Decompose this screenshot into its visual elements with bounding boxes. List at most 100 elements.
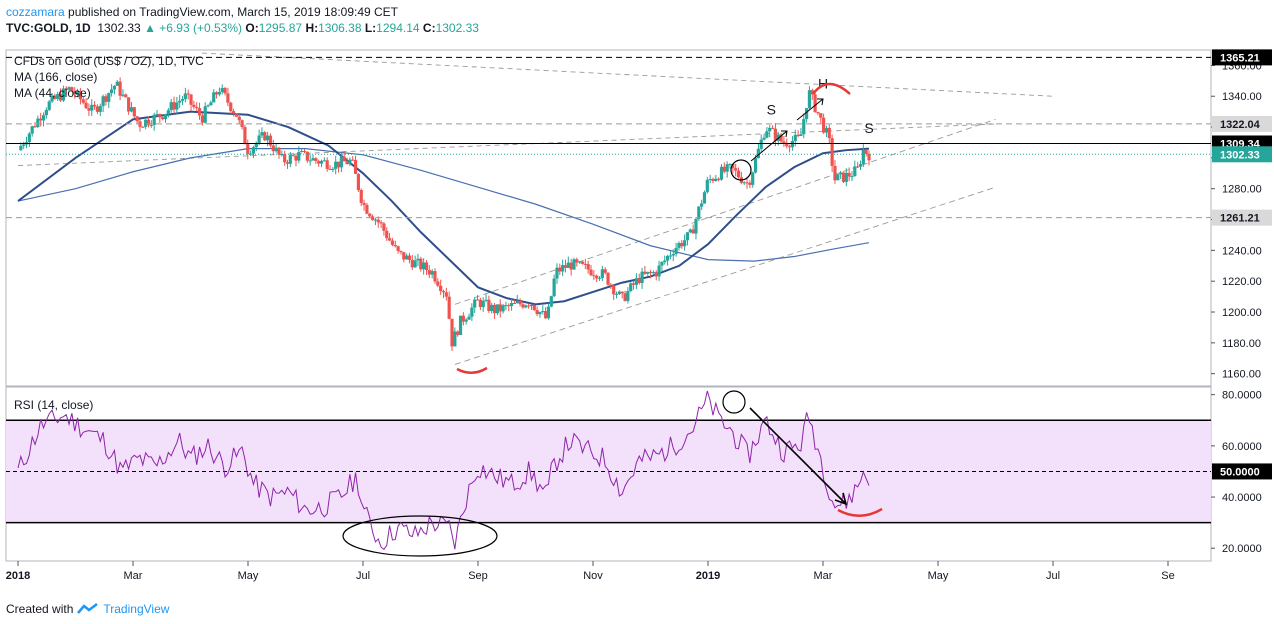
published-text: published on TradingView.com, March 15, … xyxy=(68,5,399,19)
candle-body xyxy=(603,269,607,273)
candle-body xyxy=(237,116,241,121)
candle-body xyxy=(785,143,789,147)
candle-body xyxy=(81,99,85,103)
candle-body xyxy=(334,161,338,169)
candle-body xyxy=(129,107,134,112)
candle-body xyxy=(144,119,148,127)
candle-body xyxy=(101,96,105,107)
candle-body xyxy=(107,93,111,102)
candle-body xyxy=(541,311,545,313)
candle-body xyxy=(827,127,831,139)
candle-body xyxy=(861,149,865,165)
time-axis-label: May xyxy=(238,570,259,582)
candle-body xyxy=(285,162,290,164)
candle-body xyxy=(538,312,542,315)
candle-body xyxy=(112,85,117,90)
candle-body xyxy=(419,258,423,270)
tradingview-link[interactable]: TradingView xyxy=(103,602,170,616)
candle-body xyxy=(657,265,661,277)
candle-body xyxy=(141,126,145,128)
candle-body xyxy=(121,94,125,96)
candle-body xyxy=(722,166,726,172)
candle-body xyxy=(597,277,602,279)
candle-body xyxy=(509,303,514,307)
candle-body xyxy=(841,172,846,182)
candle-body xyxy=(36,118,40,127)
price-axis-label: 1200.00 xyxy=(1222,307,1262,319)
candle-body xyxy=(561,265,565,272)
candle-body xyxy=(266,135,270,141)
candle-body xyxy=(819,113,823,118)
candle-body xyxy=(623,293,627,301)
candle-body xyxy=(753,158,758,173)
candle-body xyxy=(524,305,528,308)
candle-body xyxy=(203,106,207,123)
candle-body xyxy=(770,127,775,129)
candle-body xyxy=(773,128,777,141)
pattern-label: S xyxy=(864,120,873,136)
candle-body xyxy=(458,315,463,335)
open-label: O: xyxy=(245,21,259,35)
author-link[interactable]: cozzamara xyxy=(6,5,65,19)
candle-body xyxy=(614,294,619,296)
candle-body xyxy=(300,151,304,153)
price-axis-label: 1280.00 xyxy=(1222,184,1262,196)
candle-body xyxy=(405,255,409,260)
candle-body xyxy=(705,179,709,193)
candle-body xyxy=(385,230,389,239)
candle-body xyxy=(95,106,100,112)
candle-body xyxy=(58,94,63,101)
candle-body xyxy=(234,113,239,117)
candle-body xyxy=(626,291,630,301)
candle-body xyxy=(677,242,681,248)
candle-body xyxy=(518,301,522,305)
candle-body xyxy=(163,114,168,120)
candle-body xyxy=(365,204,369,214)
time-axis-label: Jul xyxy=(356,570,370,582)
candle-body xyxy=(249,153,253,155)
candle-body xyxy=(325,160,329,169)
candle-body xyxy=(444,292,448,297)
candle-body xyxy=(552,278,556,297)
candle-body xyxy=(487,299,491,312)
price-level-box xyxy=(1212,146,1272,163)
candle-body xyxy=(246,144,250,155)
candle-body xyxy=(41,115,46,121)
candle-body xyxy=(186,93,190,95)
candle-body xyxy=(606,272,610,285)
candle-body xyxy=(822,117,826,133)
candle-body xyxy=(155,113,159,115)
arrow-annotation-1 xyxy=(750,130,788,162)
candle-body xyxy=(691,229,695,234)
divergence-arrow xyxy=(749,407,846,504)
candle-body xyxy=(382,223,386,231)
candle-body xyxy=(807,90,812,109)
price-axis-label: 1220.00 xyxy=(1222,276,1262,288)
candle-body xyxy=(847,172,851,177)
candle-body xyxy=(280,154,284,156)
candle-body xyxy=(532,305,536,311)
candle-body xyxy=(751,172,755,185)
candle-body xyxy=(572,259,576,270)
candle-body xyxy=(183,93,187,100)
candle-body xyxy=(178,100,182,103)
candle-body xyxy=(274,147,278,152)
candle-body xyxy=(756,148,760,159)
rsi-axis-label: 40.0000 xyxy=(1222,492,1262,504)
low-label: L: xyxy=(364,21,377,35)
candle-body xyxy=(640,271,644,283)
candle-body xyxy=(402,252,406,260)
candle-body xyxy=(787,146,792,148)
candle-body xyxy=(620,291,624,294)
candle-body xyxy=(563,265,568,268)
candle-body xyxy=(359,190,363,203)
candle-body xyxy=(115,81,119,86)
ma44-line xyxy=(17,110,870,306)
head-arc-annotation xyxy=(812,82,851,95)
candle-body xyxy=(535,310,539,315)
candle-body xyxy=(768,127,772,132)
candle-body xyxy=(736,170,741,178)
candle-body xyxy=(260,132,264,136)
candle-body xyxy=(668,255,673,257)
